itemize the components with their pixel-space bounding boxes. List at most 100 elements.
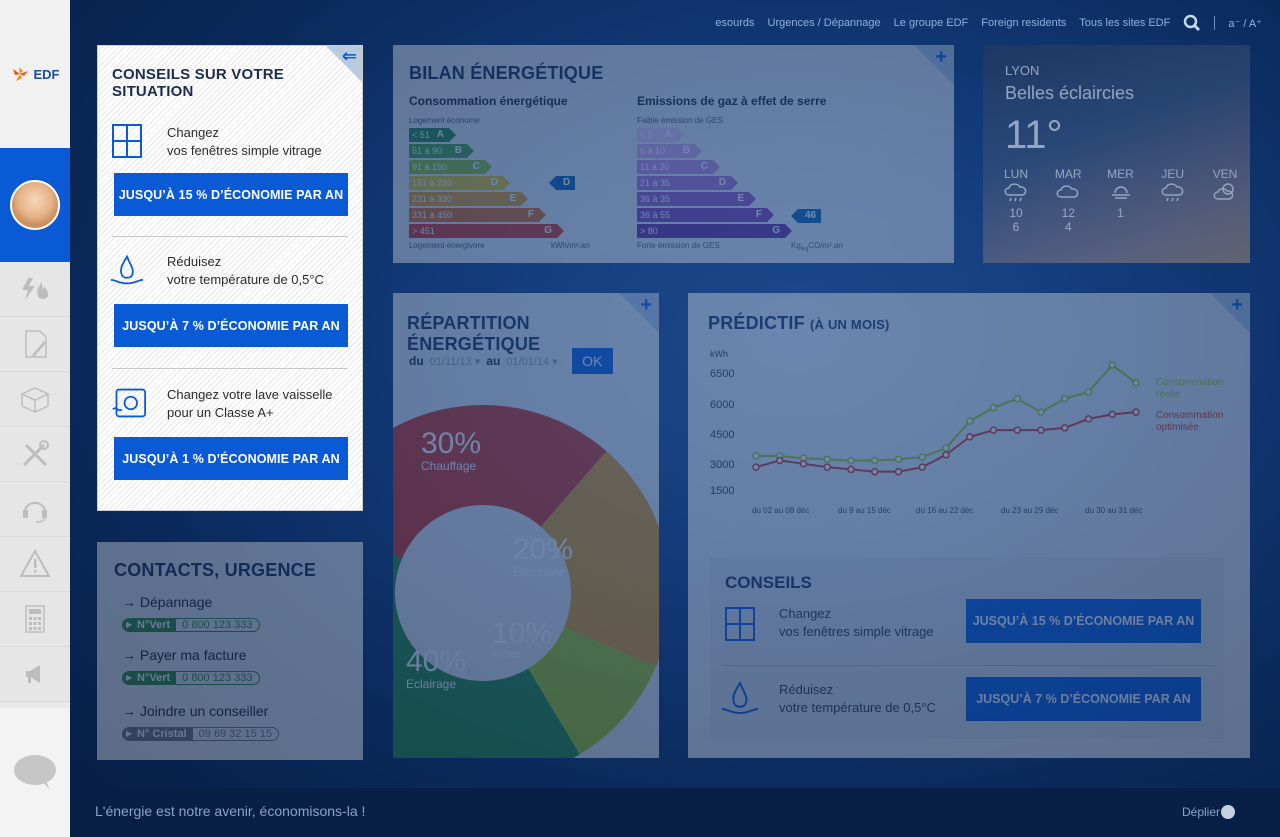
ges-bar-range: 11 à 20 [640,162,670,172]
date-from-value: 01/11/13 [429,355,472,368]
weather-temperature: 11° [1005,113,1063,157]
conso-bottom-label: Logement énergivore [409,241,485,250]
series-point [1061,424,1069,432]
economie-7-button[interactable]: JUSQU’À 7 % D’ÉCONOMIE PAR AN [114,304,348,347]
series-point [989,403,998,412]
conso-bar-b: 51 à 90 B [409,144,474,158]
series-point [847,456,855,465]
logo-text: EDF [33,66,60,82]
expand-repartition-button[interactable]: + [619,293,659,333]
economie-15-button[interactable]: JUSQU’À 15 % D’ÉCONOMIE PAR AN [114,173,348,216]
contacts-title: CONTACTS, URGENCE [114,560,317,580]
sidebar-item-support[interactable] [0,482,70,537]
date-from-select[interactable]: 01/11/13 ▾ [429,355,481,368]
date-range-row: du 01/11/13 ▾ au 01/01/14 ▾ OK [409,348,613,374]
ges-unit: KgéqCO/m².an [791,241,843,253]
topnav-link-ressources[interactable]: esourds [715,17,755,29]
pill-number: 0 800 123 333 [182,619,253,631]
date-to-select[interactable]: 01/01/14 ▾ [506,355,558,368]
day-name: JEU [1161,167,1185,181]
repartition-donut-chart [393,405,659,758]
economie-15-button[interactable]: JUSQU’À 15 % D’ÉCONOMIE PAR AN [966,599,1201,643]
day-name: LUN [1003,167,1028,181]
repartition-title: RÉPARTITION ÉNERGÉTIQUE [407,313,541,354]
sidebar-item-energy[interactable] [0,262,70,317]
chat-button[interactable] [0,708,70,837]
numero-vert-pill[interactable]: N°Vert 0 800 123 333 [122,671,260,685]
conso-bar-range: 51 à 90 [412,146,443,156]
font-size-toggle[interactable]: a⁻ / A⁺ [1228,17,1262,30]
ges-bar-range: 36 à 55 [640,210,671,220]
ges-unit-main: Kg [791,241,801,250]
economie-7-button[interactable]: JUSQU’À 7 % D’ÉCONOMIE PAR AN [966,677,1201,721]
sidebar-item-offers[interactable] [0,372,70,427]
sidebar-item-announcements[interactable] [0,647,70,702]
edf-logo[interactable]: EDF [0,0,70,148]
search-icon[interactable] [1183,14,1201,32]
conso-bar-letter: B [454,145,462,156]
weather-condition: Belles éclaircies [1005,83,1135,103]
legend-reel: Consommation réelle [1156,377,1224,400]
numero-vert-pill[interactable]: N°Vert 0 800 123 333 [122,618,260,632]
predictif-line-chart: kWh 6500 6000 4500 3000 1500 du 02 au 08 déc du… [710,349,1142,515]
series-point [1037,408,1045,416]
conso-bar-g: > 451 G [409,224,564,238]
contacts-panel: CONTACTS, URGENCE → Dépannage N°Vert 0 80… [97,542,363,760]
conseil-line1: Changez [779,606,832,621]
series-point [871,456,879,465]
weather-widget[interactable]: LYON Belles éclaircies 11° LUN 10 6 MAR 12 4… [983,45,1250,263]
tip-line2: votre température de 0,5°C [167,272,324,287]
tip-line1: Réduisez [167,254,222,269]
collapse-popup-button[interactable]: ⇐ [326,46,362,82]
sidebar-item-alerts[interactable] [0,537,70,592]
conso-bar-range: < 51 [412,130,430,140]
economie-1-button[interactable]: JUSQU’À 1 % D’ÉCONOMIE PAR AN [114,437,348,480]
pill-number: 0 800 123 333 [182,672,253,684]
conso-bar-letter: A [436,129,444,140]
tip-line1: Changez votre lave vaisselle [167,387,333,402]
y-tick-label: 1500 [710,485,734,497]
topnav-link-urgences[interactable]: Urgences / Dépannage [767,17,881,29]
expand-bilan-button[interactable]: + [914,45,954,85]
contact-depannage[interactable]: → Dépannage [122,594,213,610]
forecast-day: LUN 10 6 [993,167,1039,234]
sidebar-item-calculator[interactable] [0,592,70,647]
cloud-icon [1056,185,1079,198]
sun-cloud-icon [1213,183,1234,200]
conseil-line1: Réduisez [779,682,834,697]
ok-button[interactable]: OK [571,348,613,374]
y-tick-label: 4500 [710,429,734,441]
series-point [989,426,998,434]
tip-text: Réduisez votre température de 0,5°C [167,253,324,289]
dishwasher-icon [112,388,146,418]
tip-line2: pour un Classe A+ [167,405,274,420]
ges-bar-f: 36 à 55 F [637,208,774,222]
footer-slogan: L'énergie est notre avenir, économisons-… [95,803,366,819]
chat-bubble-icon [14,754,56,790]
ges-bar-d: 21 à 35 D [637,176,738,190]
deplier-link[interactable]: Déplier [1181,805,1220,819]
predictif-subtitle: (À UN MOIS) [810,317,890,332]
sidebar-item-contract[interactable] [0,317,70,372]
repartition-panel: RÉPARTITION ÉNERGÉTIQUE + du 01/11/13 ▾ … [393,293,659,758]
topnav-link-foreign[interactable]: Foreign residents [981,17,1067,29]
series-line-0 [756,363,1137,462]
contact-facture[interactable]: → Payer ma facture [122,647,247,663]
chevron-down-icon[interactable] [1221,805,1235,819]
pill-key: N°Vert [123,619,177,631]
slice-pct: 20% [513,533,574,566]
topnav-link-all-sites[interactable]: Tous les sites EDF [1079,17,1171,29]
divider [112,236,348,237]
sidebar-item-profile[interactable] [0,148,70,262]
topnav-link-groupe[interactable]: Le groupe EDF [893,17,969,29]
rain-cloud-icon [1004,183,1027,202]
contact-conseiller[interactable]: → Joindre un conseiller [122,703,269,719]
series-point [894,467,903,476]
series-point [1084,388,1093,396]
expand-predictif-button[interactable]: + [1210,293,1250,333]
numero-cristal-pill[interactable]: N° Cristal 09 69 32 15 15 [122,727,280,741]
series-point [942,451,950,459]
sidebar-item-services[interactable] [0,427,70,482]
slice-name: Eclairage [406,677,457,691]
bilan-energetique-panel: BILAN ÉNERGÉTIQUE + Consommation énergét… [393,45,954,263]
